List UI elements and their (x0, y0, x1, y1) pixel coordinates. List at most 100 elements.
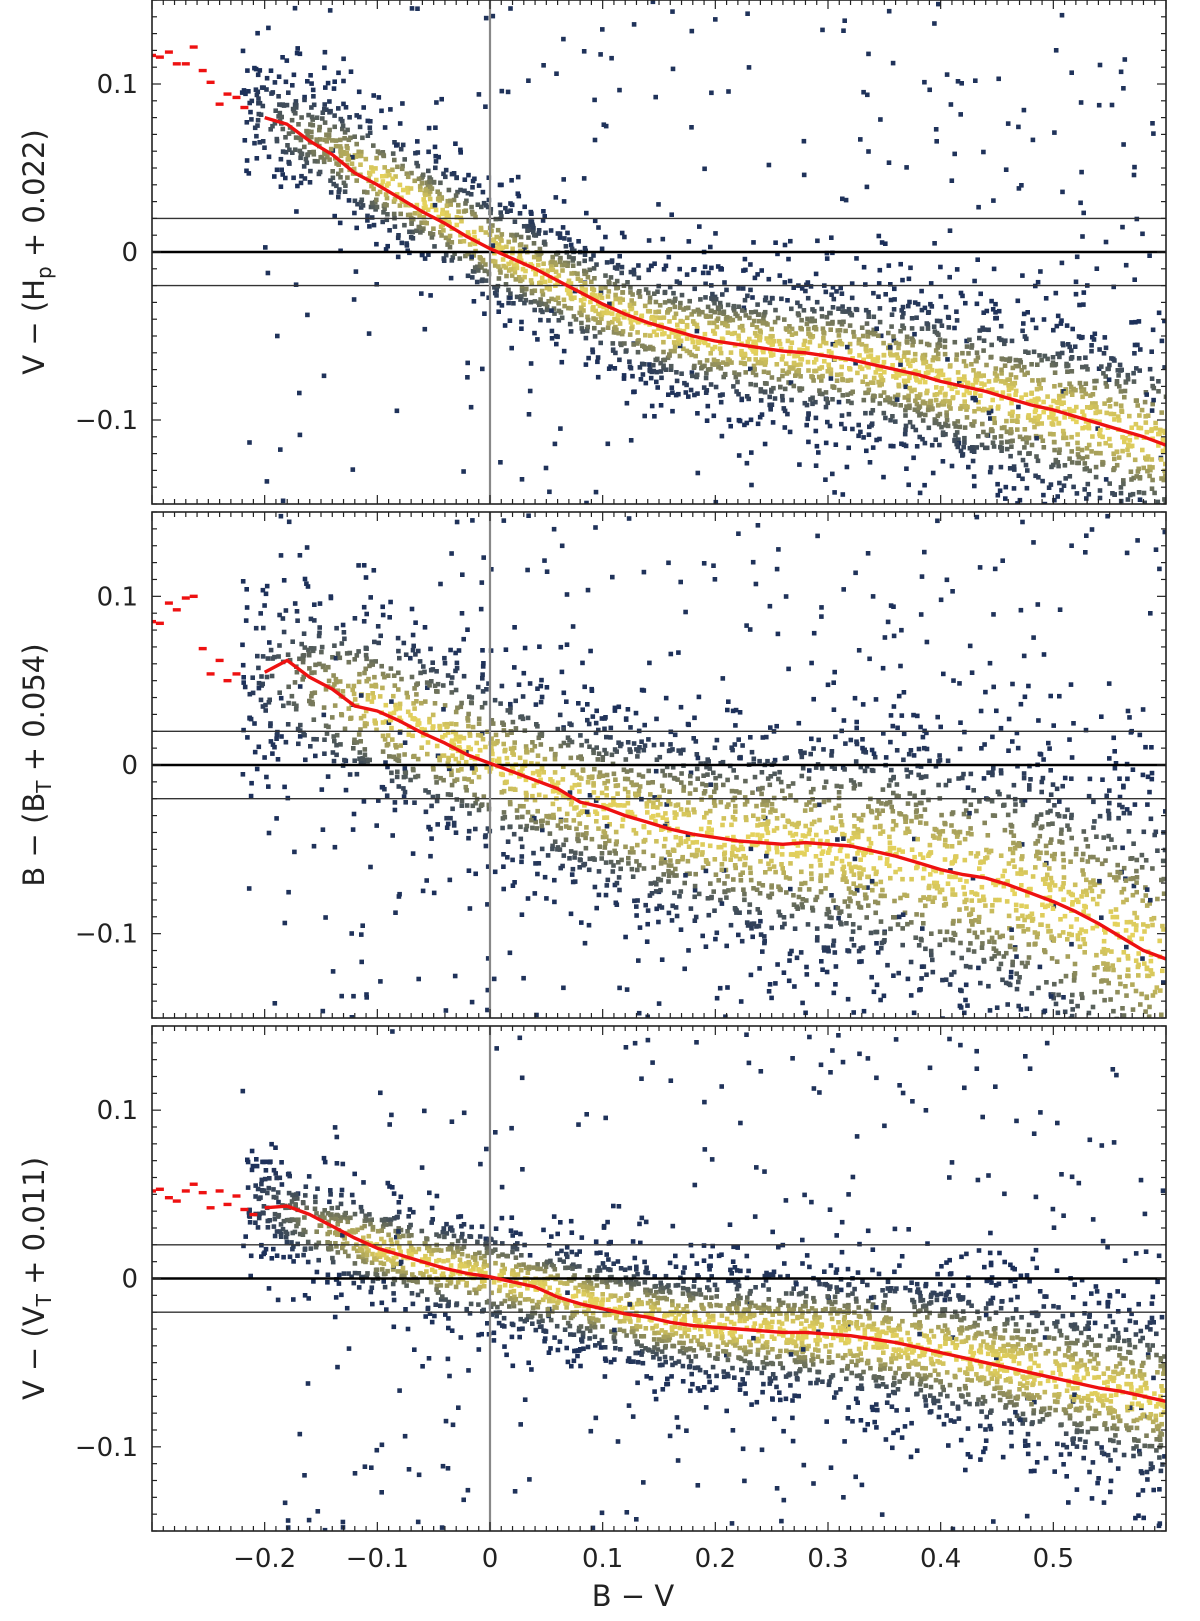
scatter-point (976, 406, 981, 412)
scatter-point (279, 102, 285, 108)
scatter-point (449, 772, 454, 778)
scatter-point (1097, 62, 1103, 68)
scatter-point (695, 391, 700, 396)
scatter-point (1083, 837, 1089, 842)
scatter-point (490, 223, 495, 228)
scatter-point (977, 328, 983, 333)
scatter-point (688, 780, 693, 786)
scatter-point (676, 333, 681, 338)
scatter-point (309, 114, 315, 120)
scatter-point (400, 142, 406, 148)
scatter-point (636, 320, 641, 325)
scatter-point (1095, 965, 1100, 970)
scatter-point (684, 382, 689, 388)
scatter-point (454, 215, 460, 220)
scatter-point (278, 695, 284, 701)
scatter-point (260, 704, 266, 709)
scatter-point (728, 423, 733, 429)
scatter-point (787, 324, 792, 329)
scatter-point (311, 149, 316, 155)
scatter-point (508, 770, 514, 776)
scatter-point (266, 154, 272, 160)
scatter-point (878, 367, 884, 372)
scatter-point (990, 397, 995, 403)
scatter-point (1128, 492, 1133, 498)
scatter-point (739, 397, 744, 403)
scatter-point (326, 135, 332, 141)
scatter-point (1005, 377, 1010, 382)
scatter-point (713, 17, 718, 22)
scatter-point (404, 690, 410, 696)
scatter-point (810, 401, 815, 407)
scatter-point (888, 297, 894, 303)
scatter-point (1006, 1019, 1011, 1024)
scatter-point (422, 256, 428, 261)
scatter-point (1132, 164, 1137, 170)
scatter-point (1153, 829, 1159, 835)
scatter-point (898, 261, 903, 267)
scatter-point (904, 404, 909, 409)
scatter-point (955, 444, 961, 450)
scatter-point (816, 737, 821, 743)
scatter-point (1094, 266, 1100, 271)
scatter-point (937, 337, 943, 342)
scatter-point (325, 774, 331, 779)
scatter-point (317, 127, 322, 133)
scatter-point (543, 301, 548, 307)
scatter-point (427, 175, 432, 180)
scatter-point (924, 972, 929, 977)
scatter-point (1019, 395, 1024, 400)
scatter-point (821, 747, 826, 752)
scatter-point (715, 264, 721, 269)
scatter-point (712, 857, 718, 862)
scatter-point (578, 298, 584, 303)
scatter-point (265, 270, 271, 276)
scatter-point (1135, 342, 1140, 348)
scatter-point (1120, 845, 1125, 851)
scatter-point (482, 311, 487, 316)
scatter-point (908, 265, 913, 271)
scatter-point (858, 946, 864, 951)
scatter-point (1101, 938, 1107, 944)
scatter-point (922, 745, 927, 751)
scatter-point (1073, 279, 1079, 285)
scatter-point (1055, 494, 1060, 499)
scatter-point (1126, 829, 1132, 834)
scatter-point (864, 343, 869, 349)
scatter-point (323, 915, 328, 920)
scatter-point (1149, 349, 1154, 354)
scatter-point (959, 376, 965, 382)
scatter-point (677, 343, 683, 349)
scatter-point (658, 360, 663, 366)
scatter-point (788, 861, 793, 866)
scatter-point (509, 764, 515, 769)
scatter-point (280, 498, 286, 504)
scatter-point (704, 388, 710, 393)
scatter-point (403, 800, 408, 805)
scatter-point (622, 315, 627, 320)
scatter-point (836, 399, 842, 405)
scatter-point (410, 236, 416, 241)
scatter-point (1118, 403, 1124, 408)
scatter-point (939, 812, 944, 818)
scatter-point (742, 891, 747, 897)
scatter-point (1020, 457, 1026, 463)
scatter-point (1020, 436, 1026, 442)
scatter-point (625, 790, 631, 795)
scatter-point (703, 295, 708, 300)
scatter-point (246, 89, 251, 94)
scatter-point (920, 436, 925, 442)
scatter-point (508, 291, 513, 296)
scatter-point (802, 880, 808, 886)
scatter-point (1013, 802, 1018, 807)
scatter-point (494, 288, 499, 293)
scatter-point (841, 309, 847, 314)
scatter-point (448, 202, 453, 207)
scatter-point (652, 317, 657, 323)
scatter-point (860, 812, 866, 818)
scatter-point (308, 168, 313, 174)
scatter-point (949, 386, 955, 392)
scatter-point (728, 350, 734, 355)
scatter-point (970, 382, 976, 388)
scatter-point (1135, 469, 1141, 474)
